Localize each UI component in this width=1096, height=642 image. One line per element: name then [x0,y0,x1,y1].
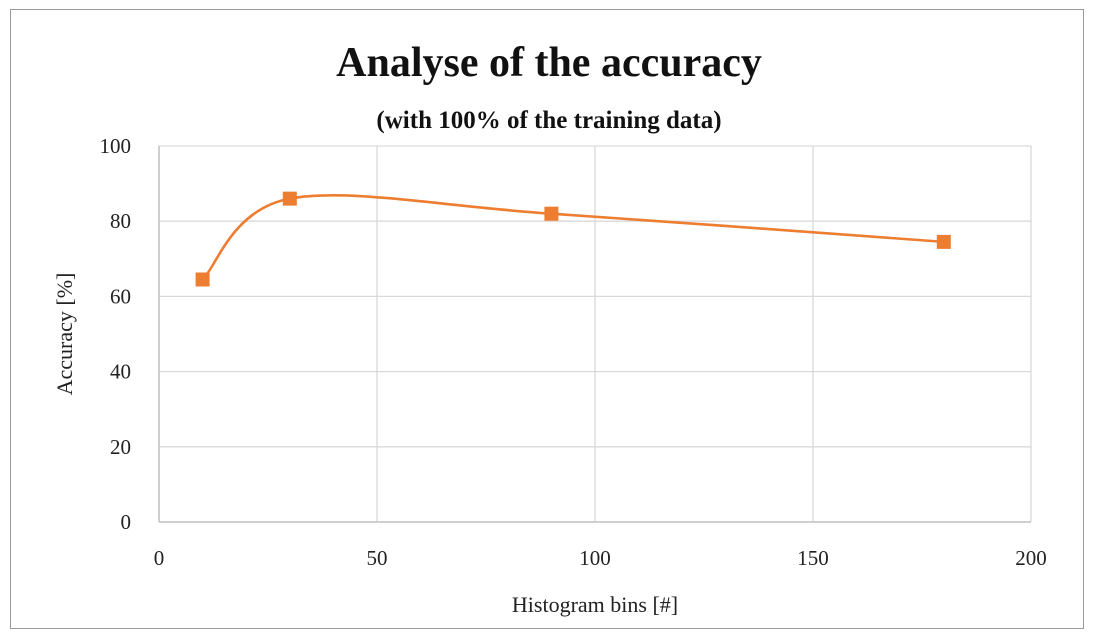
y-tick-label: 60 [110,284,131,308]
chart-title: Analyse of the accuracy [336,40,762,86]
data-point-marker [544,206,559,221]
y-tick-label: 0 [121,510,132,534]
y-axis-label: Accuracy [%] [52,273,77,396]
grid-lines [159,145,1032,522]
x-tick-label: 50 [367,546,388,570]
y-tick-label: 80 [110,209,131,233]
data-point-marker [936,234,951,249]
data-point-marker [282,191,297,206]
y-tick-label: 40 [110,360,131,384]
y-tick-label: 100 [100,134,132,158]
x-tick-labels: 0 50 100 150 200 [154,546,1047,570]
x-tick-label: 200 [1015,546,1047,570]
chart-frame [10,9,1084,629]
chart-subtitle: (with 100% of the training data) [376,107,721,134]
y-tick-labels: 0 20 40 60 80 100 [100,134,132,534]
x-tick-label: 100 [579,546,611,570]
x-tick-label: 150 [797,546,829,570]
data-point-marker [195,272,210,287]
x-tick-label: 0 [154,546,165,570]
series-layer [195,191,951,287]
x-axis-label: Histogram bins [#] [512,592,678,617]
y-tick-label: 20 [110,435,131,459]
series-line [201,194,944,281]
axis-lines [158,146,1031,523]
